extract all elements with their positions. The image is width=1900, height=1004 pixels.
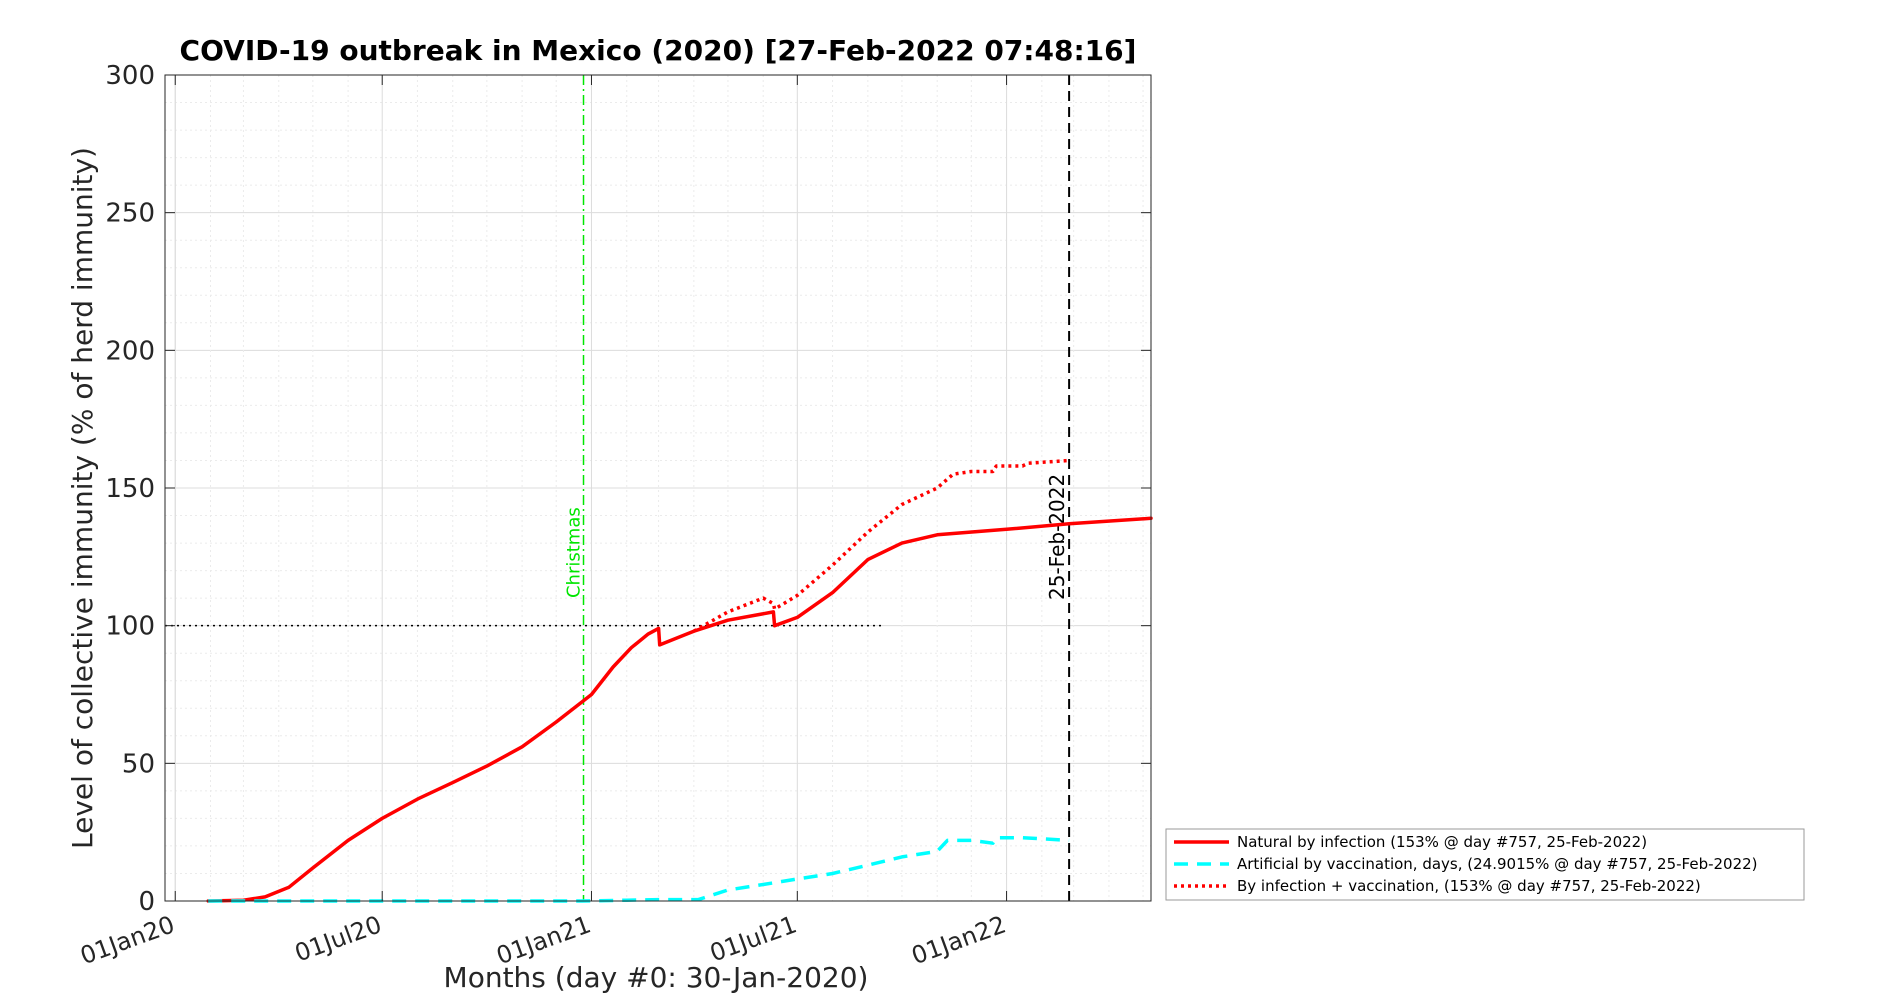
series-line-3 [692,458,1070,633]
y-tick-label: 300 [105,61,155,91]
y-tick-label: 150 [105,474,155,504]
y-tick-label: 50 [122,749,155,779]
reference-line-label: Christmas [564,507,585,598]
x-tick-label: 01Jan22 [908,910,1010,970]
x-tick-label: 01Jul20 [291,910,385,967]
legend-label-1: Natural by infection (153% @ day #757, 2… [1237,833,1647,851]
x-tick-label: 01Jul21 [706,910,800,967]
axes [164,74,1152,902]
series-line-2 [208,835,1070,903]
chart-title: COVID-19 outbreak in Mexico (2020) [27-F… [180,34,1137,67]
series-group [206,458,1153,903]
legend: Natural by infection (153% @ day #757, 2… [1165,828,1805,901]
series-line-1 [206,516,1153,903]
y-tick-label: 200 [105,336,155,366]
y-axis-label: Level of collective immunity (% of herd … [66,147,99,849]
y-tick-label: 250 [105,199,155,229]
legend-label-3: By infection + vaccination, (153% @ day … [1237,877,1701,895]
reference-line-label: 25-Feb-2022 [1045,474,1069,600]
legend-label-2: Artificial by vaccination, days, (24.901… [1237,855,1758,873]
reference-lines: Christmas 25-Feb-2022 [165,75,1071,901]
x-axis-label: Months (day #0: 30-Jan-2020) [444,961,869,994]
grid [165,75,1151,901]
x-tick-label: 01Jan20 [77,910,179,970]
y-tick-label: 100 [105,612,155,642]
y-tick-label: 0 [138,887,155,917]
legend-box [1165,828,1805,901]
